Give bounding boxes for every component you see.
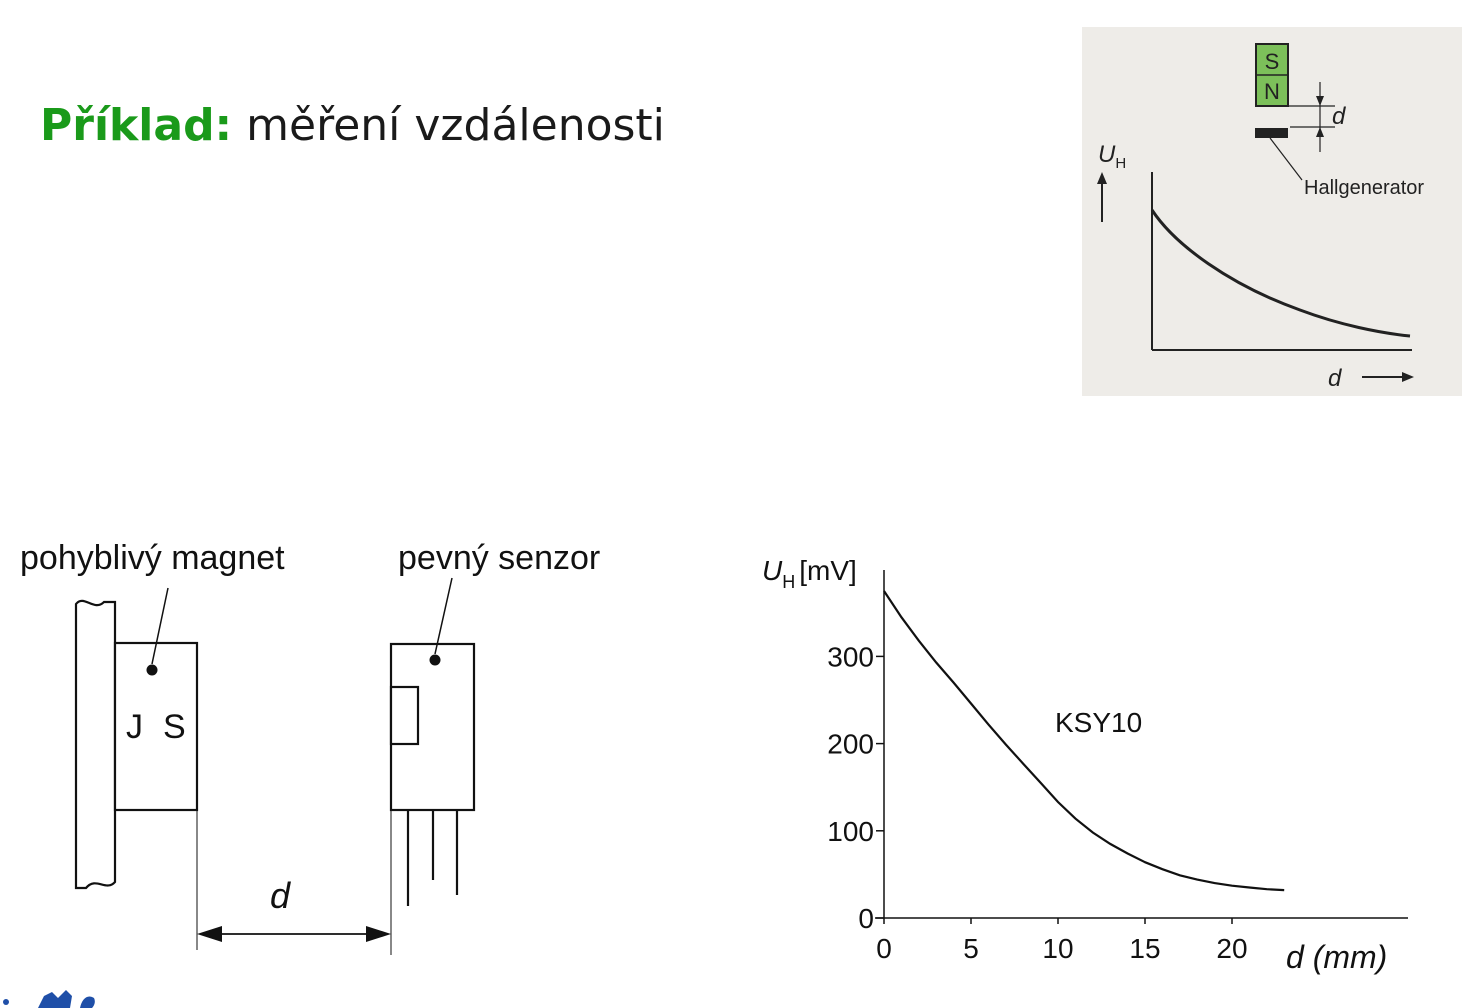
chart-y-label: UH [mV] (762, 555, 857, 592)
inset-hall-sensor (1255, 128, 1288, 138)
x-tick-label-5: 5 (963, 933, 979, 964)
series-label-ksy10: KSY10 (1055, 707, 1142, 738)
y-tick-label-200: 200 (827, 729, 874, 760)
inset-sensor-label: Hallgenerator (1304, 177, 1424, 199)
inset-magnet-s: S (1265, 49, 1280, 74)
chart-x-label: d (mm) (1286, 939, 1387, 975)
x-tick-label-20: 20 (1216, 933, 1247, 964)
y-tick-label-100: 100 (827, 816, 874, 847)
x-tick-label-0: 0 (876, 933, 892, 964)
inset-y-label: UH (1098, 141, 1126, 172)
inset-gap-label: d (1332, 103, 1346, 130)
inset-curve (1150, 209, 1411, 338)
fixed-sensor-label: pevný senzor (398, 539, 601, 577)
distance-label: d (270, 875, 291, 916)
y-tick-label-0: 0 (858, 903, 874, 934)
distance-arrow-right (366, 926, 391, 942)
page-title: Příklad: měření vzdálenosti (40, 100, 665, 151)
title-text: měření vzdálenosti (246, 100, 665, 151)
inset-x-label: d (1328, 365, 1342, 392)
magnet-pole-j: J (126, 708, 143, 746)
x-tick-label-15: 15 (1129, 933, 1160, 964)
moving-magnet-label: pohyblivý magnet (20, 539, 285, 577)
inset-magnet-n: N (1264, 79, 1280, 104)
moving-carrier (74, 599, 117, 890)
magnet-pole-s: S (163, 708, 186, 746)
x-tick-label-10: 10 (1042, 933, 1073, 964)
series-line-ksy10 (883, 590, 1285, 892)
title-keyword: Příklad: (40, 100, 233, 151)
sensor-chip (389, 685, 420, 746)
distance-arrow-left (197, 926, 222, 942)
y-tick-label-300: 300 (827, 641, 874, 672)
